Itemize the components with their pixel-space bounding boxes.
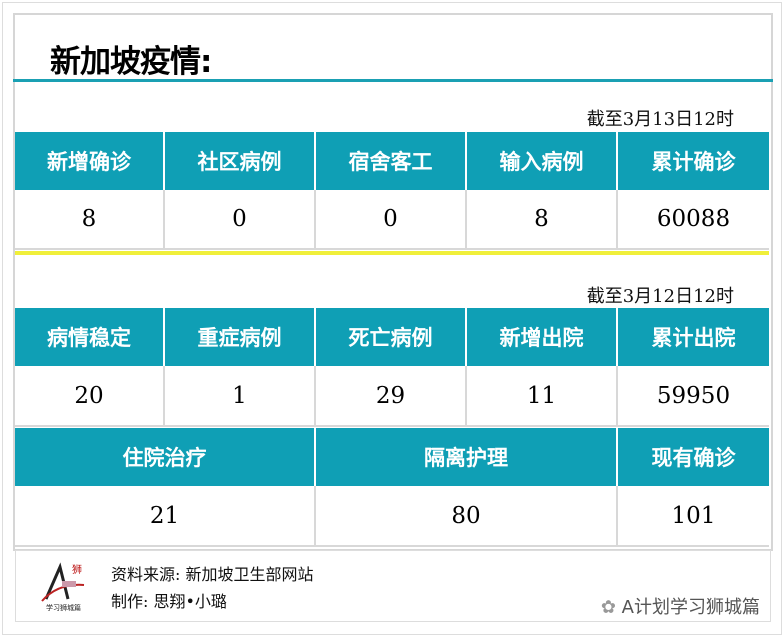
watermark-text: A计划学习狮城篇	[621, 597, 760, 618]
value-cell: 0	[165, 190, 316, 250]
value-cell: 101	[618, 486, 769, 547]
watermark: ✿ A计划学习狮城篇	[601, 593, 760, 619]
page-title: 新加坡疫情:	[50, 44, 212, 80]
header-row-3: 住院治疗 隔离护理 现有确诊	[15, 428, 769, 486]
value-cell: 80	[316, 486, 618, 547]
value-cell: 8	[15, 190, 165, 250]
header-cell: 宿舍客工	[316, 132, 467, 190]
header-cell: 新增确诊	[15, 132, 165, 190]
header-cell: 输入病例	[467, 132, 618, 190]
logo-text: 学习狮城篇	[46, 603, 81, 612]
value-cell: 20	[15, 366, 165, 427]
date-label-1: 截至3月13日12时	[586, 109, 734, 130]
header-cell: 新增出院	[467, 308, 618, 366]
header-row-2: 病情稳定 重症病例 死亡病例 新增出院 累计出院	[15, 308, 769, 366]
value-cell: 59950	[618, 366, 769, 427]
value-cell: 60088	[618, 190, 769, 250]
value-cell: 1	[165, 366, 316, 427]
svg-text:狮: 狮	[72, 563, 82, 576]
value-cell: 21	[15, 486, 316, 547]
logo: 狮 学习狮城篇	[38, 561, 96, 613]
header-cell: 隔离护理	[316, 428, 618, 486]
logo-a-icon: 狮 学习狮城篇	[41, 562, 85, 612]
header-cell: 累计确诊	[618, 132, 769, 190]
value-cell: 11	[467, 366, 618, 427]
date-label-2: 截至3月12日12时	[586, 286, 734, 307]
author-text: 制作: 思翔•小璐	[111, 592, 227, 611]
header-row-1: 新增确诊 社区病例 宿舍客工 输入病例 累计确诊	[15, 132, 769, 190]
value-cell: 29	[316, 366, 467, 427]
header-cell: 累计出院	[618, 308, 769, 366]
value-cell: 8	[467, 190, 618, 250]
header-cell: 重症病例	[165, 308, 316, 366]
footer: 狮 学习狮城篇 资料来源: 新加坡卫生部网站 制作: 思翔•小璐 ✿ A计划学习…	[15, 550, 771, 622]
source-text: 资料来源: 新加坡卫生部网站	[111, 565, 314, 584]
wechat-icon: ✿	[600, 597, 616, 618]
title-divider	[13, 79, 773, 82]
header-cell: 现有确诊	[618, 428, 769, 486]
value-row-2: 20 1 29 11 59950	[15, 366, 769, 427]
header-cell: 住院治疗	[15, 428, 316, 486]
value-row-1: 8 0 0 8 60088	[15, 190, 769, 250]
value-cell: 0	[316, 190, 467, 250]
header-cell: 社区病例	[165, 132, 316, 190]
header-cell: 死亡病例	[316, 308, 467, 366]
value-row-3: 21 80 101	[15, 486, 769, 547]
header-cell: 病情稳定	[15, 308, 165, 366]
section-divider	[15, 251, 769, 255]
